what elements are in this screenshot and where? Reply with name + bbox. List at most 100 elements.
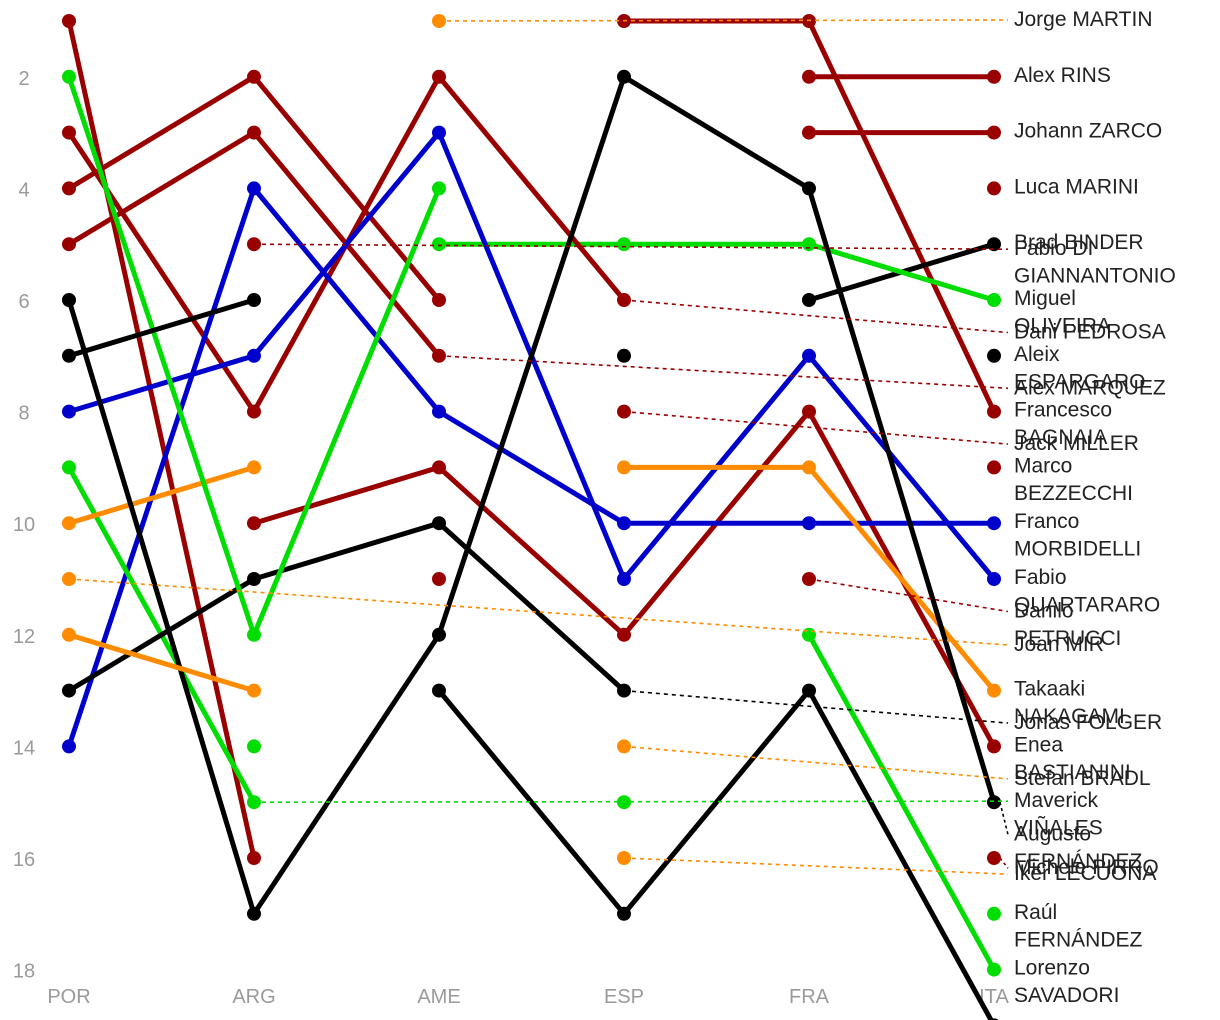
data-point <box>432 516 446 531</box>
series-marco-bezzecchi <box>987 460 1001 475</box>
rider-label-takaaki-nakagami: Takaaki NAKAGAMI <box>1014 678 1125 729</box>
rider-label-line: SAVADORI <box>1014 984 1119 1007</box>
data-point <box>247 69 261 84</box>
data-point <box>432 181 446 196</box>
rider-label-line: Fabio <box>1014 566 1067 589</box>
rider-label-luca-marini: Luca MARINI <box>1014 175 1139 198</box>
rider-label-brad-binder: Brad BINDER <box>1014 231 1144 254</box>
x-tick-label: FRA <box>789 986 830 1008</box>
data-point <box>987 125 1001 140</box>
rider-label-franco-morbidelli: Franco MORBIDELLI <box>1014 510 1141 561</box>
label-leader <box>253 800 1009 804</box>
rider-label-line: Jorge MARTIN <box>1014 8 1152 31</box>
rider-label-line: Enea <box>1014 733 1063 756</box>
label-leader <box>623 410 1009 445</box>
rider-label-line: Johann ZARCO <box>1014 120 1162 143</box>
data-point <box>617 906 631 921</box>
rider-label-line: BEZZECCHI <box>1014 482 1133 505</box>
data-point <box>987 460 1001 475</box>
series-segment <box>806 353 997 582</box>
data-point <box>802 683 816 698</box>
data-point <box>62 739 76 754</box>
rider-label-line: Takaaki <box>1014 678 1085 701</box>
series-segment <box>251 130 442 359</box>
rider-label-jonas-folger: Jonas FOLGER <box>1014 711 1162 734</box>
series-segment <box>66 130 257 247</box>
data-point <box>247 125 261 140</box>
label-leader <box>999 802 1009 835</box>
data-point <box>432 69 446 84</box>
rider-label-johann-zarco: Johann ZARCO <box>1014 120 1162 143</box>
data-point <box>247 906 261 921</box>
data-point <box>62 293 76 307</box>
series-segment <box>66 464 257 526</box>
label-leader <box>253 243 1009 250</box>
x-tick-label: ARG <box>232 986 275 1008</box>
data-point <box>987 906 1001 921</box>
rider-label-line: Maverick <box>1014 789 1099 812</box>
label-leader <box>999 857 1009 869</box>
data-point <box>617 460 631 475</box>
rider-label-stefan-bradl: Stefan BRADL <box>1014 767 1151 790</box>
series-segment <box>806 464 997 694</box>
y-tick-label: 8 <box>18 403 29 425</box>
series-jonas-folger <box>62 516 631 698</box>
rider-label-line: Franco <box>1014 510 1079 533</box>
series-segment <box>66 297 257 359</box>
series-marc-marquez <box>432 683 999 1020</box>
series-segment <box>621 74 812 191</box>
label-leader <box>623 299 1009 334</box>
data-point <box>987 795 1001 810</box>
y-tick-label: 10 <box>13 514 35 536</box>
data-point <box>62 181 76 196</box>
series-franco-morbidelli <box>62 181 1001 754</box>
rider-label-joan-mir: Joan MIR <box>1014 633 1104 656</box>
rider-label-line: Dani PEDROSA <box>1014 321 1166 344</box>
y-tick-label: 6 <box>18 291 29 313</box>
series-johann-zarco <box>802 125 1001 140</box>
data-point <box>62 516 76 531</box>
series-segment <box>66 18 257 861</box>
series-segment <box>806 185 997 805</box>
rider-label-line: Aleix <box>1014 343 1060 366</box>
data-point <box>617 572 631 586</box>
series-segment <box>436 74 627 638</box>
rider-label-michele-pirro: Michele PIRRO <box>1014 856 1159 879</box>
series-segment <box>806 632 997 973</box>
rider-label-raul-fernandez: Raúl FERNÁNDEZ <box>1014 901 1143 952</box>
series-segment <box>66 74 257 638</box>
series-takaaki-nakagami <box>62 460 1001 698</box>
y-tick-label: 4 <box>18 179 29 201</box>
y-tick-label: 12 <box>13 626 35 648</box>
label-leader <box>623 689 1009 724</box>
x-tick-label: AME <box>417 986 460 1008</box>
data-point <box>987 237 1001 252</box>
series-segment <box>251 520 442 582</box>
label-leader <box>623 857 1009 875</box>
rider-label-miguel-oliveira: Miguel OLIVEIRA <box>1014 287 1111 338</box>
rider-label-marco-bezzecchi: Marco BEZZECCHI <box>1014 454 1133 505</box>
data-point <box>802 237 816 252</box>
series-layer <box>62 14 1001 1020</box>
data-point <box>617 69 631 84</box>
data-point <box>987 293 1001 307</box>
series-augusto-fernandez <box>62 69 1001 921</box>
data-point <box>987 851 1001 865</box>
data-point <box>247 739 261 754</box>
series-michele-pirro <box>987 851 1001 865</box>
rider-label-line: Miguel <box>1014 287 1076 310</box>
data-point <box>62 348 76 363</box>
data-point <box>62 69 76 84</box>
x-tick-label: ITA <box>979 986 1009 1008</box>
rider-label-line: Luca MARINI <box>1014 175 1139 198</box>
label-leader <box>68 578 1009 646</box>
rider-label-line: Stefan BRADL <box>1014 767 1151 790</box>
rider-label-line: FERNÁNDEZ <box>1014 850 1143 873</box>
data-point <box>247 572 261 586</box>
data-point <box>247 348 261 363</box>
data-point <box>247 683 261 698</box>
data-point <box>617 516 631 531</box>
data-point <box>62 627 76 642</box>
rider-label-alex-marquez: Alex MARQUEZ <box>1014 376 1166 399</box>
